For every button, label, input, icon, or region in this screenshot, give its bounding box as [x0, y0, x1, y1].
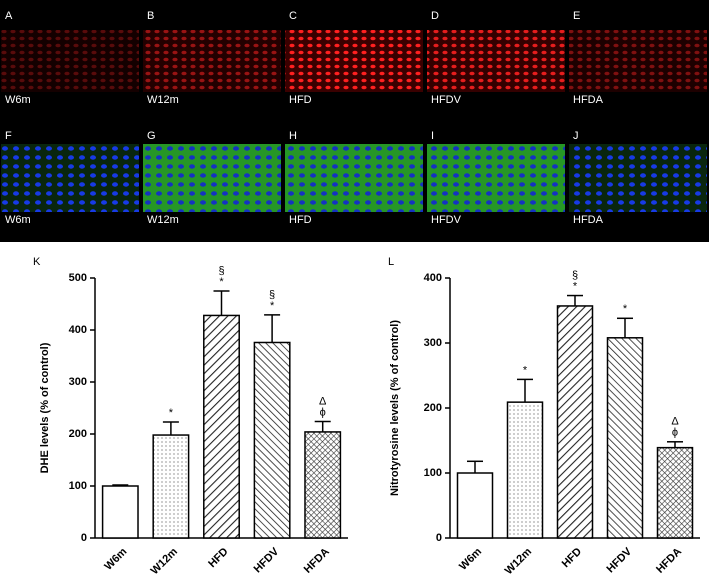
- significance-mark: §: [572, 269, 578, 281]
- bar: [203, 314, 240, 539]
- panel-label: HFDV: [431, 214, 462, 226]
- significance-mark: Δ: [319, 395, 327, 407]
- x-tick-label: W6m: [102, 546, 129, 573]
- bar: [506, 401, 544, 539]
- y-tick-label: 0: [81, 532, 87, 544]
- significance-mark: §: [269, 289, 275, 301]
- significance-mark: *: [270, 300, 275, 312]
- bar: [253, 341, 291, 539]
- panel-letter: I: [431, 130, 434, 142]
- micrograph: [285, 144, 423, 212]
- micrograph: [1, 144, 139, 212]
- y-tick-label: 100: [69, 480, 87, 492]
- significance-mark: *: [573, 280, 578, 292]
- significance-mark: *: [623, 303, 628, 315]
- micrograph: [569, 144, 707, 212]
- panel-label: HFDA: [573, 214, 604, 226]
- panel-letter: E: [573, 10, 580, 22]
- panel-letter: L: [388, 256, 394, 268]
- significance-mark: §: [218, 265, 224, 277]
- panel-label: W6m: [5, 214, 31, 226]
- panel-letter: D: [431, 10, 439, 22]
- y-axis-label: Nitrotyrosine levels (% of control): [389, 320, 401, 496]
- panel-letter: H: [289, 130, 297, 142]
- panel-label: W12m: [147, 214, 179, 226]
- significance-mark: ϕ: [320, 406, 326, 418]
- panel-label: HFD: [289, 94, 312, 106]
- bar: [101, 485, 139, 539]
- x-tick-label: W12m: [149, 546, 181, 578]
- x-tick-label: W6m: [457, 546, 484, 573]
- micrograph: [143, 30, 281, 92]
- x-tick-label: HFD: [206, 546, 231, 571]
- panel-letter: G: [147, 130, 156, 142]
- significance-mark: ϕ: [672, 427, 678, 439]
- y-tick-label: 300: [69, 376, 87, 388]
- x-tick-label: HFDV: [252, 545, 282, 575]
- panel-label: W6m: [5, 94, 31, 106]
- panel-letter: A: [5, 10, 13, 22]
- x-tick-label: W12m: [503, 546, 535, 578]
- panel-letter: B: [147, 10, 154, 22]
- y-tick-label: 400: [424, 272, 442, 284]
- x-tick-label: HFD: [560, 546, 585, 571]
- y-tick-label: 300: [424, 337, 442, 349]
- y-tick-label: 500: [69, 272, 87, 284]
- panel-label: HFDV: [431, 94, 462, 106]
- significance-mark: *: [219, 276, 224, 288]
- bar: [304, 431, 342, 539]
- panel-letter: F: [5, 130, 12, 142]
- micrograph: [427, 30, 565, 92]
- panel-letter: K: [33, 256, 41, 268]
- significance-mark: Δ: [671, 416, 679, 428]
- panel-label: HFD: [289, 214, 312, 226]
- bar: [656, 446, 694, 539]
- panel-label: W12m: [147, 94, 179, 106]
- panel-letter: C: [289, 10, 297, 22]
- panel-letter: J: [573, 130, 579, 142]
- significance-mark: *: [523, 364, 528, 376]
- micrograph: [285, 30, 423, 92]
- y-tick-label: 200: [69, 428, 87, 440]
- significance-mark: *: [169, 407, 174, 419]
- y-tick-label: 100: [424, 467, 442, 479]
- bar: [152, 434, 190, 539]
- y-tick-label: 400: [69, 324, 87, 336]
- bar: [556, 305, 594, 539]
- y-axis-label: DHE levels (% of control): [39, 342, 51, 473]
- micrograph: [143, 144, 281, 212]
- bar: [606, 337, 644, 539]
- x-tick-label: HFDA: [654, 546, 684, 576]
- micrograph: [1, 30, 139, 92]
- bar: [456, 472, 494, 539]
- panel-label: HFDA: [573, 94, 604, 106]
- micrograph: [427, 144, 565, 212]
- y-tick-label: 0: [436, 532, 442, 544]
- x-tick-label: HFDA: [302, 546, 332, 576]
- x-tick-label: HFDV: [605, 545, 635, 575]
- micrograph: [569, 30, 707, 92]
- y-tick-label: 200: [424, 402, 442, 414]
